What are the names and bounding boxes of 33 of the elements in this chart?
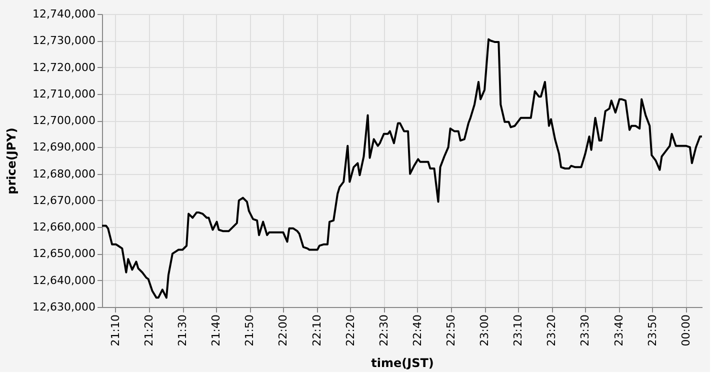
y-tick-label: 12,650,000 [32,247,96,260]
x-tick-label: 23:50 [646,314,659,346]
y-tick-label: 12,740,000 [32,8,96,20]
y-tick-label: 12,720,000 [32,60,96,74]
x-tick-label: 23:20 [545,314,558,346]
y-tick-label: 12,680,000 [32,167,96,180]
x-tick-label: 22:10 [310,314,324,346]
x-tick-label: 22:30 [377,314,390,346]
x-axis-title: time(JST) [371,356,434,370]
x-tick-label: 23:10 [512,314,525,346]
x-tick-label: 21:30 [176,314,190,346]
y-tick-label: 12,700,000 [32,114,96,128]
x-tick-label: 23:00 [478,314,492,346]
x-tick-label: 22:20 [344,314,357,346]
line-series [101,38,703,299]
x-tick-label: 22:40 [410,314,424,346]
y-tick-label: 12,730,000 [32,34,96,48]
x-tick-label: 22:00 [276,314,290,346]
x-tick-label: 21:20 [142,314,156,346]
y-tick-label: 12,670,000 [32,194,96,207]
y-tick-label: 12,660,000 [32,220,96,234]
y-tick-label: 12,640,000 [32,274,96,287]
x-tick-label: 23:40 [612,314,626,346]
x-tick-label: 21:40 [210,314,223,346]
y-axis-title: price(JPY) [4,128,19,194]
x-tick-label: 21:10 [108,314,122,346]
x-tick-label: 22:50 [444,314,458,346]
x-tick-label: 23:30 [578,314,592,346]
x-tick-label: 21:50 [243,314,256,346]
y-tick-label: 12,710,000 [32,87,96,100]
y-tick-label: 12,630,000 [32,300,96,314]
x-tick-label: 00:00 [679,314,692,346]
y-tick-label: 12,690,000 [32,140,96,154]
